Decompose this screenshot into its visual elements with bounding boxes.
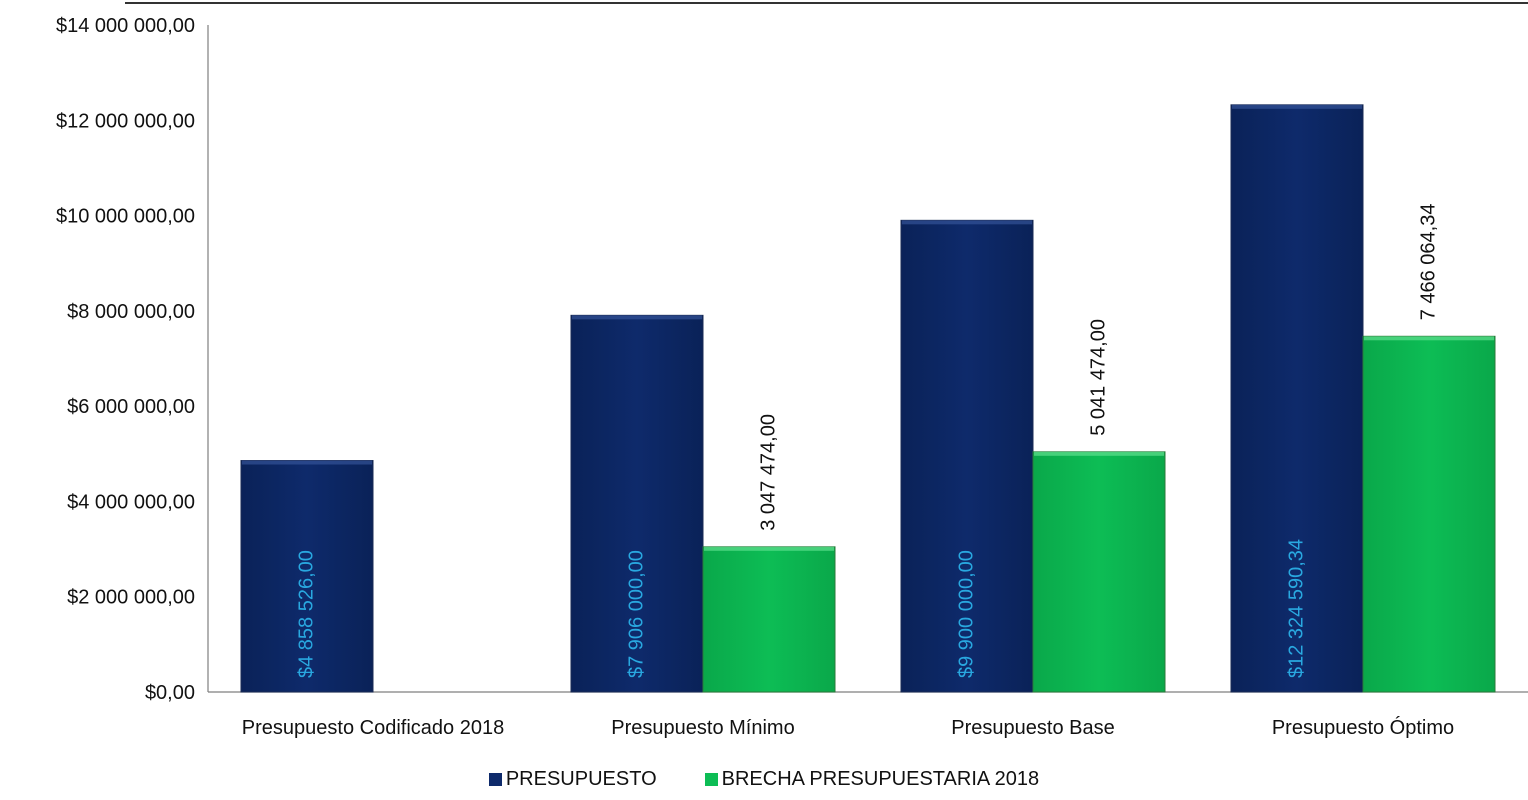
legend: PRESUPUESTO BRECHA PRESUPUESTARIA 2018: [0, 766, 1528, 792]
data-labels: $4 858 526,00 $7 906 000,00 3 047 474,00 $9…: [295, 204, 1439, 678]
y-tick-label: $2 000 000,00: [67, 587, 195, 609]
data-label-brecha: 7 466 064,34: [1417, 204, 1439, 321]
y-tick-label: $14 000 000,00: [56, 15, 195, 37]
y-tick-label: $8 000 000,00: [67, 301, 195, 323]
y-axis: $0,00 $2 000 000,00 $4 000 000,00 $6 000 00…: [56, 15, 209, 704]
bar-brecha-bevel: [704, 546, 834, 551]
y-tick-label: $4 000 000,00: [67, 491, 195, 513]
bar-brecha-bevel: [1364, 336, 1494, 341]
bar-presupuesto-bevel: [902, 220, 1032, 225]
data-label-brecha: 5 041 474,00: [1087, 319, 1109, 436]
bar-brecha: [702, 546, 836, 693]
bar-presupuesto-bevel: [1232, 104, 1362, 109]
legend-swatch-brecha: [704, 772, 718, 786]
x-tick-label: Presupuesto Óptimo: [1272, 716, 1454, 739]
data-label-presupuesto: $9 900 000,00: [955, 550, 977, 678]
data-label-presupuesto: $12 324 590,34: [1285, 539, 1307, 678]
data-label-presupuesto: $7 906 000,00: [625, 550, 647, 678]
legend-item-presupuesto: PRESUPUESTO: [488, 767, 657, 791]
legend-label-brecha: BRECHA PRESUPUESTARIA 2018: [721, 767, 1040, 790]
y-tick-label: $10 000 000,00: [56, 206, 195, 228]
bar-presupuesto-bevel: [242, 460, 372, 465]
legend-item-brecha: BRECHA PRESUPUESTARIA 2018: [704, 767, 1040, 791]
legend-swatch-presupuesto: [488, 772, 502, 786]
bar-presupuesto: [1230, 104, 1364, 693]
bar-presupuesto: [570, 314, 704, 693]
bars: [240, 104, 1496, 693]
x-axis: Presupuesto Codificado 2018 Presupuesto M…: [208, 691, 1528, 739]
bar-brecha: [1362, 335, 1496, 693]
bar-presupuesto: [240, 460, 374, 693]
x-tick-label: Presupuesto Codificado 2018: [242, 717, 504, 739]
data-label-presupuesto: $4 858 526,00: [295, 550, 317, 678]
x-tick-label: Presupuesto Mínimo: [611, 717, 794, 739]
bar-brecha: [1032, 451, 1166, 693]
y-tick-label: $0,00: [145, 682, 195, 704]
bar-presupuesto-bevel: [572, 315, 702, 320]
y-tick-label: $6 000 000,00: [67, 396, 195, 418]
bar-brecha-bevel: [1034, 451, 1164, 456]
data-label-brecha: 3 047 474,00: [757, 414, 779, 531]
bar-presupuesto: [900, 219, 1034, 693]
x-tick-label: Presupuesto Base: [951, 717, 1114, 739]
y-tick-label: $12 000 000,00: [56, 110, 195, 132]
legend-label-presupuesto: PRESUPUESTO: [505, 767, 657, 790]
